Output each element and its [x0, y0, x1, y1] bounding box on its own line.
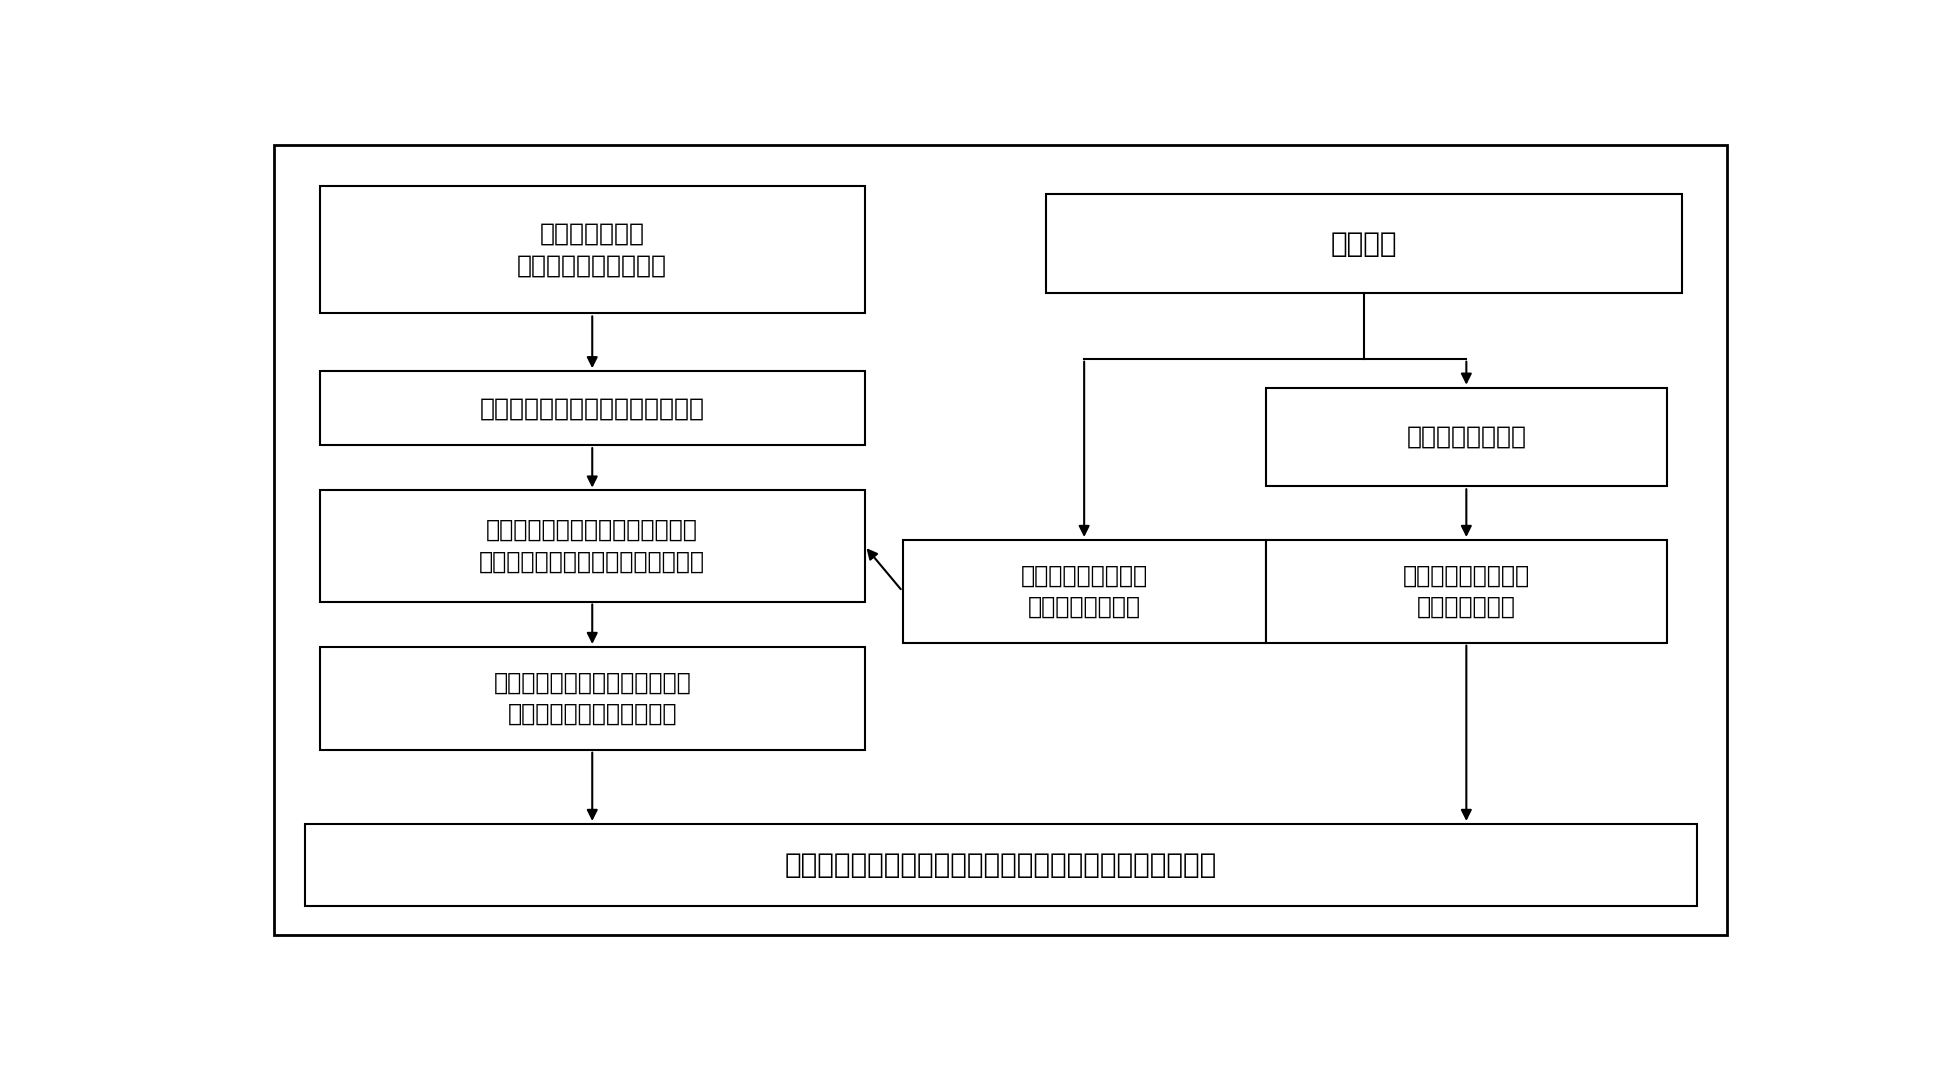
Text: 压汞资料: 压汞资料 — [1330, 230, 1398, 258]
Text: 不同温度、不同成藏动力条件下有效储层成藏孔隙度下限值: 不同温度、不同成藏动力条件下有效储层成藏孔隙度下限值 — [785, 851, 1217, 879]
Text: 不同温度、不同成藏动力条件下有
效储层成藏最大连通孔喉半径下限值: 不同温度、不同成藏动力条件下有 效储层成藏最大连通孔喉半径下限值 — [478, 518, 705, 574]
Bar — [902, 540, 1266, 642]
Text: 油水界面张力与地层温度函数关系: 油水界面张力与地层温度函数关系 — [480, 397, 705, 420]
Bar — [1266, 388, 1668, 486]
Bar — [320, 371, 865, 445]
Text: 不同温度、不同成藏动力条件下
有效储层成藏渗透率下限值: 不同温度、不同成藏动力条件下 有效储层成藏渗透率下限值 — [494, 670, 691, 726]
Text: 各孔喉结构类型储层
物性间相关关系: 各孔喉结构类型储层 物性间相关关系 — [1402, 563, 1529, 619]
Text: 最大连通孔喉半径与
渗透率的函数关系: 最大连通孔喉半径与 渗透率的函数关系 — [1021, 563, 1148, 619]
Bar — [320, 647, 865, 749]
Bar — [320, 186, 865, 313]
Bar — [320, 491, 865, 602]
Text: 储层孔喉结构分类: 储层孔喉结构分类 — [1406, 425, 1527, 449]
Text: 不同温度条件下
油水界面张力测试资料: 不同温度条件下 油水界面张力测试资料 — [518, 222, 668, 278]
Bar — [1047, 195, 1682, 293]
Bar — [305, 824, 1697, 907]
Bar — [1266, 540, 1668, 642]
